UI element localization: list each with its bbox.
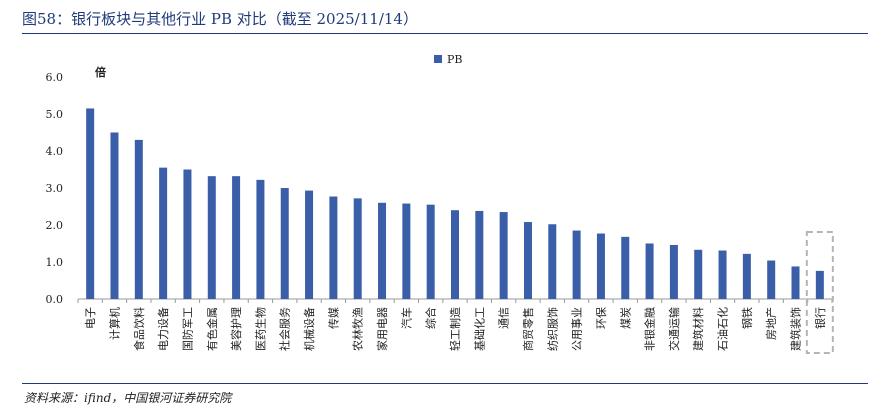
x-tick-label: 轻工制造 bbox=[448, 307, 462, 351]
bar bbox=[694, 249, 703, 299]
bar bbox=[305, 190, 314, 299]
x-tick-label: 建筑装饰 bbox=[789, 307, 803, 351]
bar bbox=[718, 250, 727, 299]
bottom-rule bbox=[22, 383, 868, 384]
x-tick-label: 传媒 bbox=[327, 307, 340, 329]
x-tick-label: 纺织服饰 bbox=[545, 307, 559, 351]
bar bbox=[645, 243, 654, 299]
bar bbox=[353, 198, 362, 299]
x-tick-label: 建筑材料 bbox=[691, 307, 705, 351]
y-tick-label: 4.0 bbox=[46, 145, 64, 158]
x-tick-label: 房地产 bbox=[764, 307, 778, 340]
bar bbox=[475, 210, 484, 299]
legend: PB bbox=[434, 53, 463, 66]
y-axis: 0.0 1.0 2.0 3.0 4.0 5.0 6.0 bbox=[46, 71, 64, 306]
x-tick-label: 电子 bbox=[84, 307, 97, 329]
bar bbox=[815, 270, 824, 299]
bar bbox=[159, 167, 168, 299]
bar bbox=[596, 233, 605, 299]
y-tick-label: 2.0 bbox=[46, 219, 64, 232]
x-tick-label: 汽车 bbox=[399, 307, 413, 329]
bar bbox=[256, 179, 265, 299]
bar bbox=[280, 188, 289, 299]
x-tick-label: 机械设备 bbox=[302, 307, 316, 351]
x-tick-label: 家用电器 bbox=[375, 307, 389, 351]
x-axis bbox=[77, 298, 833, 303]
y-tick-label: 3.0 bbox=[46, 182, 64, 195]
y-tick-label: 6.0 bbox=[46, 71, 64, 84]
pb-bar-chart: 0.0 1.0 2.0 3.0 4.0 5.0 6.0 电子 计算机 食品饮料 电力设备 国防军工有… bbox=[46, 53, 834, 354]
bar bbox=[791, 266, 800, 299]
x-tick-label: 食品饮料 bbox=[132, 307, 146, 351]
x-tick-label: 环保 bbox=[594, 307, 608, 329]
figure-title: 图58：银行板块与其他行业 PB 对比（截至 2025/11/14） bbox=[22, 10, 418, 28]
x-tick-label: 交通运输 bbox=[667, 307, 681, 351]
bar bbox=[523, 222, 532, 299]
bar bbox=[110, 132, 119, 299]
legend-label: PB bbox=[447, 53, 463, 66]
bar bbox=[669, 244, 678, 299]
x-tick-label: 煤炭 bbox=[619, 307, 632, 329]
y-tick-label: 0.0 bbox=[46, 293, 64, 306]
legend-swatch bbox=[434, 55, 442, 63]
x-tick-label: 钢铁 bbox=[741, 307, 754, 329]
x-tick-label: 医药生物 bbox=[253, 307, 267, 351]
top-rule bbox=[22, 33, 868, 34]
bar bbox=[402, 203, 411, 299]
x-tick-label: 基础化工 bbox=[472, 307, 486, 351]
bar bbox=[232, 176, 241, 299]
y-tick-label: 5.0 bbox=[46, 108, 64, 121]
x-tick-label: 商贸零售 bbox=[521, 307, 535, 351]
x-tick-label: 社会服务 bbox=[278, 307, 292, 351]
x-tick-label: 电力设备 bbox=[156, 307, 170, 351]
bar bbox=[378, 202, 387, 299]
x-tick-label: 石油石化 bbox=[716, 307, 730, 351]
bar bbox=[548, 224, 557, 299]
x-tick-label: 计算机 bbox=[107, 307, 121, 340]
bar bbox=[134, 139, 143, 299]
y-tick-label: 1.0 bbox=[46, 256, 64, 269]
bar bbox=[426, 204, 435, 299]
highlight-box bbox=[805, 231, 834, 354]
source-note: 资料来源：ifind，中国银河证券研究院 bbox=[24, 391, 232, 405]
x-tick-label: 国防军工 bbox=[180, 307, 194, 351]
bar bbox=[451, 210, 459, 299]
x-tick-label: 有色金属 bbox=[205, 307, 219, 351]
x-tick-label: 非银金融 bbox=[643, 307, 657, 351]
bar bbox=[499, 212, 508, 299]
bar bbox=[183, 169, 192, 299]
x-tick-label: 综合 bbox=[424, 307, 438, 329]
bar bbox=[767, 260, 776, 299]
x-tick-labels: 电子 计算机 食品饮料 电力设备 国防军工 有色金属 美容护理 医药生物 社会服务 机械设备 传媒农… bbox=[84, 307, 827, 351]
x-tick-label: 农林牧渔 bbox=[351, 307, 365, 351]
x-tick-label: 美容护理 bbox=[229, 307, 243, 351]
bar bbox=[572, 230, 581, 299]
x-tick-label: 公用事业 bbox=[571, 307, 584, 351]
bar bbox=[86, 108, 95, 299]
bar bbox=[207, 176, 216, 299]
bar bbox=[329, 196, 338, 299]
bar bbox=[621, 236, 630, 299]
x-tick-label: 银行 bbox=[813, 307, 827, 329]
bar bbox=[742, 253, 751, 299]
bar-group bbox=[86, 108, 824, 299]
x-tick-label: 通信 bbox=[498, 307, 511, 329]
y-unit-label: 倍 bbox=[95, 65, 106, 79]
